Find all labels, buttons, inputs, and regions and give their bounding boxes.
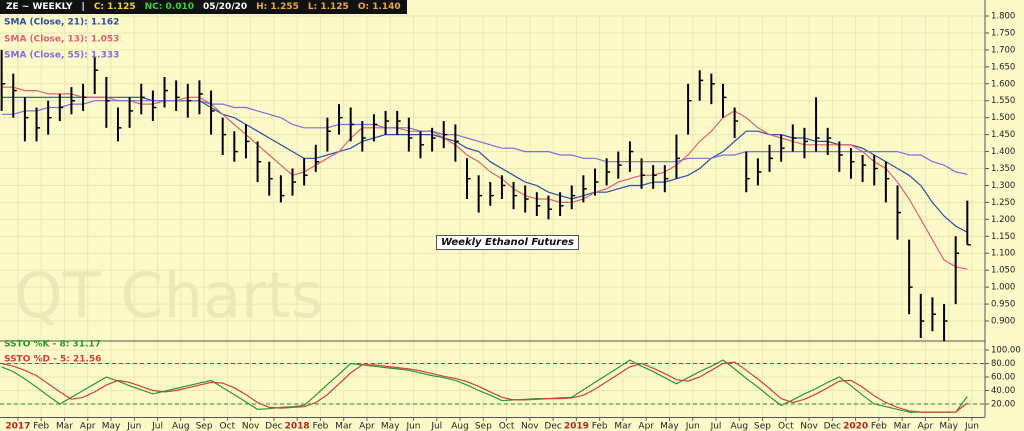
y-tick-label: 1.250 bbox=[991, 198, 1015, 208]
y-tick-label: 1.350 bbox=[991, 164, 1015, 174]
annotation: Weekly Ethanol Futures bbox=[436, 235, 579, 250]
x-tick-label: Mar bbox=[894, 422, 911, 431]
x-tick-label: Apr bbox=[918, 422, 934, 431]
x-tick-label: Dec bbox=[824, 422, 841, 431]
x-tick-label: Oct bbox=[499, 422, 515, 431]
header-item: C: 1.125 bbox=[93, 2, 136, 12]
x-tick-label: Sep bbox=[196, 422, 213, 431]
header-item: | bbox=[81, 2, 85, 12]
x-tick-label: Apr bbox=[359, 422, 375, 431]
legend-entry: SMA (Close, 21): 1.162 bbox=[4, 18, 119, 28]
x-tick-label: 2019 bbox=[564, 422, 589, 431]
x-tick-label: Aug bbox=[451, 422, 469, 431]
x-tick-label: Nov bbox=[521, 422, 539, 431]
series-line bbox=[1, 100, 968, 175]
x-tick-label: May bbox=[381, 422, 400, 431]
x-tick-label: May bbox=[939, 422, 958, 431]
x-tick-label: Oct bbox=[778, 422, 794, 431]
legend-entry: SSTO %D - 5: 21.56 bbox=[4, 355, 101, 365]
x-tick-label: Jul bbox=[710, 422, 722, 431]
legend-entry: SMA (Close, 13): 1.053 bbox=[4, 35, 119, 45]
watermark: QT Charts bbox=[14, 259, 323, 332]
x-tick-label: Dec bbox=[544, 422, 561, 431]
x-tick-label: Apr bbox=[638, 422, 654, 431]
x-tick-label: Feb bbox=[312, 422, 328, 431]
x-tick-label: Sep bbox=[475, 422, 492, 431]
y-tick-label: 0.900 bbox=[991, 317, 1015, 327]
x-tick-label: 2017 bbox=[5, 422, 30, 431]
x-tick-label: Aug bbox=[730, 422, 748, 431]
x-tick-label: Feb bbox=[592, 422, 608, 431]
header-item: O: 1.140 bbox=[357, 2, 401, 12]
x-tick-label: Mar bbox=[614, 422, 631, 431]
y-tick-label: 1.100 bbox=[991, 249, 1015, 259]
x-tick-label: Mar bbox=[56, 422, 73, 431]
x-tick-label: May bbox=[660, 422, 679, 431]
y-tick-label: 40.00 bbox=[991, 386, 1015, 396]
header-item: 05/20/20 bbox=[202, 2, 248, 12]
header-item: ZE ~ WEEKLY bbox=[6, 2, 73, 12]
y-tick-label: 1.550 bbox=[991, 96, 1015, 106]
x-tick-label: Jul bbox=[151, 422, 163, 431]
x-tick-label: Feb bbox=[871, 422, 887, 431]
x-tick-label: Aug bbox=[172, 422, 190, 431]
x-tick-label: Sep bbox=[754, 422, 771, 431]
x-tick-label: Apr bbox=[80, 422, 96, 431]
x-tick-label: Nov bbox=[800, 422, 818, 431]
x-tick-label: Jun bbox=[964, 422, 979, 431]
y-tick-label: 1.600 bbox=[991, 79, 1015, 89]
y-tick-label: 1.000 bbox=[991, 283, 1015, 293]
y-tick-label: 100.00 bbox=[991, 346, 1021, 356]
x-tick-label: Oct bbox=[220, 422, 236, 431]
y-tick-label: 1.700 bbox=[991, 45, 1015, 55]
x-tick-label: 2018 bbox=[285, 422, 310, 431]
header-item: H: 1.255 bbox=[256, 2, 299, 12]
y-tick-label: 80.00 bbox=[991, 359, 1015, 369]
y-tick-label: 20.00 bbox=[991, 400, 1015, 410]
y-tick-label: 1.300 bbox=[991, 181, 1015, 191]
x-tick-label: May bbox=[102, 422, 121, 431]
x-tick-label: Feb bbox=[33, 422, 49, 431]
x-tick-label: 2020 bbox=[843, 422, 868, 431]
quote-header: ZE ~ WEEKLY | C: 1.125 NC: 0.010 05/20/20 H: … bbox=[0, 0, 407, 14]
series-line bbox=[1, 361, 968, 413]
x-tick-label: Jun bbox=[126, 422, 141, 431]
y-tick-label: 1.200 bbox=[991, 215, 1015, 225]
x-tick-label: Jul bbox=[430, 422, 442, 431]
y-tick-label: 0.950 bbox=[991, 300, 1015, 310]
header-item: NC: 0.010 bbox=[144, 2, 194, 12]
y-tick-label: 1.650 bbox=[991, 62, 1015, 72]
y-tick-label: 1.800 bbox=[991, 12, 1015, 22]
y-tick-label: 1.150 bbox=[991, 232, 1015, 242]
x-tick-label: Jun bbox=[405, 422, 420, 431]
header-item: L: 1.125 bbox=[307, 2, 349, 12]
y-tick-label: 1.500 bbox=[991, 113, 1015, 123]
legend-entry: SMA (Close, 55): 1.333 bbox=[4, 51, 119, 61]
y-tick-label: 1.050 bbox=[991, 266, 1015, 276]
x-tick-label: Jun bbox=[685, 422, 700, 431]
x-tick-label: Nov bbox=[242, 422, 260, 431]
y-tick-label: 1.450 bbox=[991, 130, 1015, 140]
x-tick-label: Dec bbox=[265, 422, 282, 431]
x-tick-label: Mar bbox=[335, 422, 352, 431]
y-tick-label: 1.400 bbox=[991, 147, 1015, 157]
y-tick-label: 60.00 bbox=[991, 373, 1015, 383]
legend-entry: SSTO %K - 8: 31.17 bbox=[4, 340, 101, 350]
y-tick-label: 1.750 bbox=[991, 28, 1015, 38]
